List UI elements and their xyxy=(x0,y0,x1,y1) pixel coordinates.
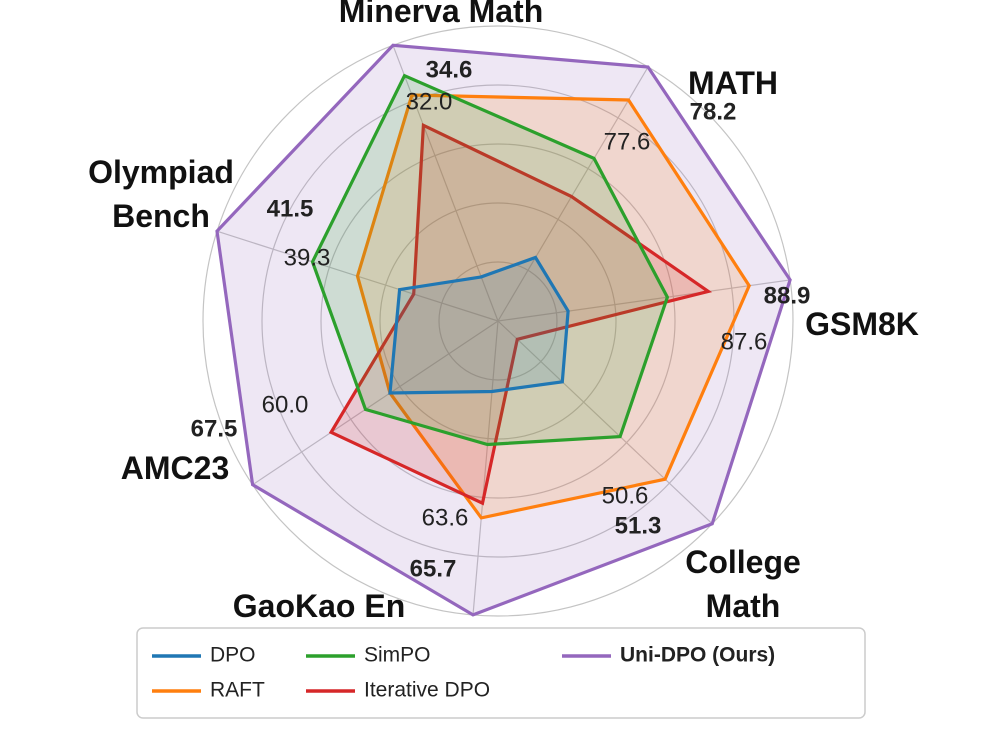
radar-series xyxy=(215,43,792,617)
second-value-math: 77.6 xyxy=(604,128,651,155)
legend-item-simpo: SimPO xyxy=(306,644,431,667)
second-value-gsm8k: 87.6 xyxy=(721,328,768,355)
axis-label-college-math: College Math xyxy=(685,544,801,624)
grid-spoke-gsm8k xyxy=(497,279,791,322)
radar-labels: GSM8K MATH Minerva Math Olympiad Bench AMC23 G… xyxy=(88,0,919,624)
second-value-minerva-math: 32.0 xyxy=(406,88,453,115)
series-simpo-polygon xyxy=(310,73,670,447)
axis-label-amc23: AMC23 xyxy=(121,450,229,486)
legend: DPO RAFT SimPO Iterative DPO Uni-DPO (Ours) xyxy=(136,627,866,719)
axis-label-minerva-math: Minerva Math xyxy=(339,0,543,29)
legend-label-raft: RAFT xyxy=(210,679,265,702)
axis-label-olympiad-bench: Olympiad Bench xyxy=(88,154,234,234)
legend-box xyxy=(136,627,866,719)
grid-spoke-amc23 xyxy=(252,320,499,486)
grid-ring-5 xyxy=(202,25,794,617)
second-value-college-math: 50.6 xyxy=(602,482,649,509)
legend-item-dpo: DPO xyxy=(152,644,256,667)
best-value-college-math: 51.3 xyxy=(615,512,662,539)
best-value-olympiad-bench: 41.5 xyxy=(267,195,314,222)
best-value-minerva-math: 34.6 xyxy=(426,56,473,83)
legend-label-dpo: DPO xyxy=(210,644,256,667)
second-value-amc23: 60.0 xyxy=(262,391,309,418)
legend-item-raft: RAFT xyxy=(152,679,265,702)
series-iterative-dpo-polygon xyxy=(328,122,713,506)
axis-label-gaokao-en: GaoKao En xyxy=(233,588,405,624)
series-dpo-polygon xyxy=(388,255,570,395)
grid-spoke-gaokao-en xyxy=(472,320,499,615)
second-value-gaokao-en: 63.6 xyxy=(422,504,469,531)
grid-spoke-minerva-math xyxy=(392,45,499,322)
legend-label-simpo: SimPO xyxy=(364,644,431,667)
axis-label-gsm8k: GSM8K xyxy=(805,306,919,342)
legend-item-iterative-dpo: Iterative DPO xyxy=(306,679,490,702)
legend-label-uni-dpo-ours: Uni-DPO (Ours) xyxy=(620,644,775,667)
best-value-amc23: 67.5 xyxy=(191,415,238,442)
legend-item-uni-dpo-ours: Uni-DPO (Ours) xyxy=(562,644,775,667)
legend-label-iterative-dpo: Iterative DPO xyxy=(364,679,490,702)
series-raft-polygon xyxy=(355,93,752,520)
axis-label-math: MATH xyxy=(688,65,778,101)
series-uni-dpo-ours-polygon xyxy=(215,43,792,617)
second-value-olympiad-bench: 39.3 xyxy=(284,244,331,271)
grid-ring-2 xyxy=(379,202,617,440)
grid-spoke-math xyxy=(497,66,649,322)
best-value-gaokao-en: 65.7 xyxy=(410,555,457,582)
grid-ring-1 xyxy=(438,261,558,381)
grid-ring-3 xyxy=(320,143,676,499)
best-value-gsm8k: 88.9 xyxy=(764,282,811,309)
grid-spoke-college-math xyxy=(497,320,713,525)
best-value-math: 78.2 xyxy=(690,98,737,125)
